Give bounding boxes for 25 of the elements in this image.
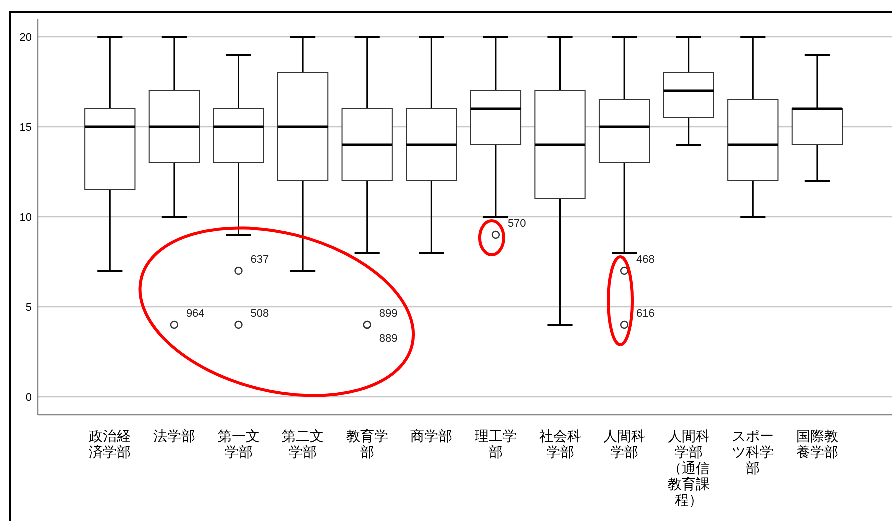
x-tick-label: 社会科学部 (539, 429, 582, 461)
x-tick-label: 理工学部 (474, 429, 517, 461)
y-tick-label: 5 (26, 302, 32, 314)
y-tick-label: 15 (20, 122, 32, 134)
annotation: 508 (250, 308, 270, 320)
annotation: 616 (636, 308, 655, 320)
annotation: 570 (508, 218, 526, 230)
x-tick-label: 教育学部 (346, 428, 388, 461)
x-tick-label: 第二文学部 (282, 429, 324, 461)
y-tick-label: 0 (26, 392, 32, 404)
annotation: 899 (379, 308, 398, 320)
annotation: 964 (186, 308, 205, 320)
x-tick-label: スポーツ科学部 (732, 429, 774, 477)
x-tick-label: 人間科学部 (604, 429, 646, 461)
x-tick-label: 国際教養学部 (796, 429, 838, 461)
annotation: 468 (636, 254, 655, 266)
x-tick-label: 人間科学部（通信教育課程） (668, 429, 710, 509)
y-tick-label: 10 (20, 212, 32, 224)
x-tick-label: 法学部 (153, 429, 196, 445)
x-tick-label: 商学部 (410, 429, 453, 445)
y-tick-label: 20 (20, 32, 32, 44)
annotation: 889 (379, 333, 398, 345)
x-tick-label: 政治経済学部 (89, 429, 132, 461)
annotation: 637 (250, 254, 270, 266)
x-tick-label: 第一文学部 (218, 429, 260, 461)
